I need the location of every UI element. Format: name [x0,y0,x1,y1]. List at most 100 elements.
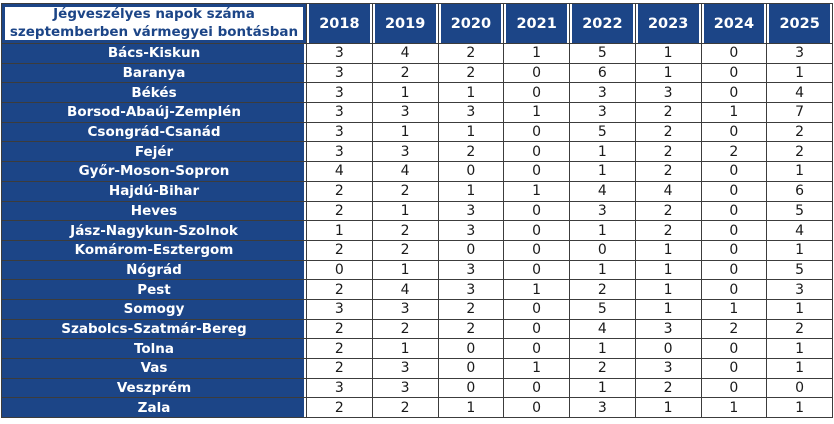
year-header-2022: 2022 [569,3,636,44]
year-header-2021: 2021 [503,3,570,44]
table-row: Somogy 3 3 2 0 5 1 1 1 [1,298,833,320]
county-cell: Bács-Kiskun [1,43,307,64]
value-cell: 4 [371,161,439,182]
county-cell: Zala [1,397,307,419]
value-cell: 5 [569,121,636,143]
year-header-2024: 2024 [700,3,768,44]
value-cell: 2 [569,358,636,379]
county-cell: Nógrád [1,259,307,281]
value-cell: 1 [306,220,373,241]
value-cell: 1 [503,279,570,300]
table-row: Vas 2 3 0 1 2 3 0 1 [1,358,833,379]
value-cell: 2 [306,180,373,202]
value-cell: 1 [634,43,702,64]
value-cell: 1 [437,180,505,202]
county-cell: Hajdú-Bihar [1,180,307,202]
value-cell: 2 [766,141,833,163]
value-cell: 0 [306,259,373,281]
table-row: Komárom-Esztergom 2 2 0 0 0 1 0 1 [1,239,833,261]
value-cell: 2 [634,161,702,182]
value-cell: 4 [766,82,833,104]
value-cell: 5 [569,43,636,64]
value-cell: 4 [766,220,833,241]
value-cell: 0 [503,318,570,340]
value-cell: 1 [569,161,636,182]
table-row: Heves 2 1 3 0 3 2 0 5 [1,200,833,222]
table-row: Hajdú-Bihar 2 2 1 1 4 4 0 6 [1,180,833,202]
county-cell: Pest [1,279,307,300]
value-cell: 6 [569,62,636,84]
value-cell: 0 [700,121,768,143]
value-cell: 1 [700,298,768,320]
value-cell: 3 [437,220,505,241]
value-cell: 1 [371,82,439,104]
ice-danger-days-table: Jégveszélyes napok száma szeptemberben v… [1,3,833,419]
value-cell: 3 [371,298,439,320]
county-cell: Vas [1,358,307,379]
value-cell: 2 [634,121,702,143]
value-cell: 1 [371,121,439,143]
value-cell: 1 [569,141,636,163]
value-cell: 2 [371,220,439,241]
table-row: Bács-Kiskun 3 4 2 1 5 1 0 3 [1,43,833,64]
value-cell: 0 [503,259,570,281]
table-row: Csongrád-Csanád 3 1 1 0 5 2 0 2 [1,121,833,143]
value-cell: 3 [306,298,373,320]
county-cell: Jász-Nagykun-Szolnok [1,220,307,241]
value-cell: 2 [371,318,439,340]
value-cell: 1 [766,161,833,182]
year-header-2020: 2020 [437,3,505,44]
value-cell: 0 [437,338,505,359]
value-cell: 3 [569,102,636,123]
year-header-2023: 2023 [634,3,702,44]
value-cell: 1 [503,180,570,202]
value-cell: 1 [634,298,702,320]
value-cell: 0 [503,338,570,359]
table-row: Jász-Nagykun-Szolnok 1 2 3 0 1 2 0 4 [1,220,833,241]
value-cell: 3 [306,141,373,163]
county-cell: Somogy [1,298,307,320]
county-cell: Tolna [1,338,307,359]
value-cell: 2 [306,358,373,379]
value-cell: 2 [634,200,702,222]
value-cell: 0 [700,377,768,399]
value-cell: 1 [766,358,833,379]
value-cell: 5 [766,259,833,281]
value-cell: 1 [371,338,439,359]
value-cell: 2 [371,62,439,84]
value-cell: 1 [634,397,702,419]
value-cell: 2 [306,338,373,359]
value-cell: 0 [700,220,768,241]
value-cell: 3 [371,141,439,163]
value-cell: 0 [700,200,768,222]
table-row: Békés 3 1 1 0 3 3 0 4 [1,82,833,104]
value-cell: 2 [634,220,702,241]
value-cell: 2 [634,141,702,163]
value-cell: 2 [306,397,373,419]
value-cell: 2 [437,298,505,320]
value-cell: 0 [437,239,505,261]
table-header: Jégveszélyes napok száma szeptemberben v… [1,3,833,44]
value-cell: 1 [437,82,505,104]
value-cell: 5 [766,200,833,222]
value-cell: 1 [634,279,702,300]
value-cell: 0 [503,121,570,143]
table-row: Borsod-Abaúj-Zemplén 3 3 3 1 3 2 1 7 [1,102,833,123]
header-row: Jégveszélyes napok száma szeptemberben v… [1,3,833,44]
value-cell: 2 [306,239,373,261]
table-container: Jégveszélyes napok száma szeptemberben v… [1,3,833,419]
value-cell: 3 [306,82,373,104]
value-cell: 1 [371,200,439,222]
value-cell: 0 [700,161,768,182]
value-cell: 0 [700,239,768,261]
value-cell: 0 [503,377,570,399]
value-cell: 2 [371,180,439,202]
value-cell: 5 [569,298,636,320]
value-cell: 3 [437,102,505,123]
value-cell: 1 [634,239,702,261]
value-cell: 4 [371,43,439,64]
value-cell: 1 [766,397,833,419]
year-header-2019: 2019 [371,3,439,44]
county-cell: Baranya [1,62,307,84]
